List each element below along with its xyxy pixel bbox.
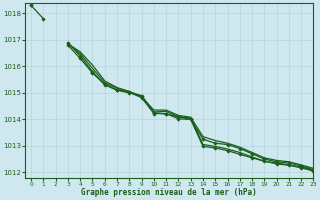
X-axis label: Graphe pression niveau de la mer (hPa): Graphe pression niveau de la mer (hPa) [81,188,257,197]
